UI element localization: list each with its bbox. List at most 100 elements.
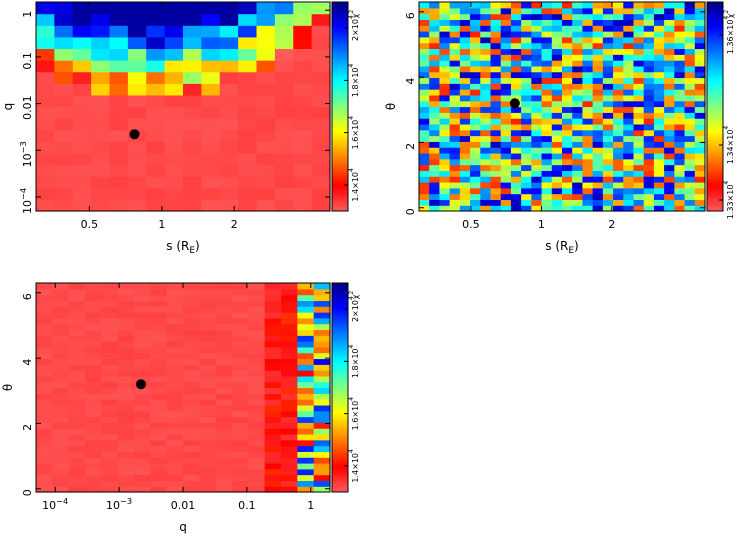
heatmap-cell [293, 118, 313, 131]
heatmap-cell [117, 387, 135, 394]
heatmap-cell [521, 170, 532, 177]
heatmap-cell [541, 205, 553, 212]
heatmap-cell [72, 48, 92, 61]
heatmap-cell [480, 71, 492, 79]
heatmap-cell [311, 199, 331, 212]
heatmap-cell [199, 335, 217, 342]
svg-text:0.5: 0.5 [81, 218, 99, 231]
heatmap-cell [541, 89, 553, 96]
heatmap-cell [293, 129, 313, 142]
heatmap-cell [633, 187, 645, 195]
heatmap-cell [101, 352, 119, 360]
heatmap-cell [562, 135, 573, 142]
heatmap-cell [664, 129, 675, 137]
heatmap-cell [183, 317, 200, 325]
heatmap-cell [248, 393, 266, 400]
heatmap-cell [429, 100, 441, 108]
heatmap-cell [459, 164, 471, 171]
heatmap-cell [281, 329, 298, 336]
heatmap-cell [531, 141, 543, 148]
heatmap-cell [215, 381, 233, 389]
heatmap-cell [238, 141, 258, 154]
heatmap-cell [183, 462, 200, 470]
heatmap-cell [582, 199, 594, 206]
heatmap-cell [52, 468, 70, 476]
heatmap-cell [101, 474, 119, 481]
heatmap-cell [582, 83, 594, 90]
heatmap-cell [664, 152, 675, 160]
heatmap-cell [232, 317, 249, 325]
heatmap-cell [602, 31, 614, 38]
heatmap-cell [684, 60, 696, 67]
heatmap-cell [684, 31, 696, 38]
heatmap-cell [470, 147, 481, 154]
heatmap-cell [633, 164, 645, 171]
heatmap-cell [500, 100, 512, 108]
heatmap-cell [68, 451, 86, 458]
heatmap-cell [510, 31, 522, 38]
heatmap-cell [264, 404, 282, 412]
heatmap-cell [633, 100, 645, 108]
heatmap-cell [551, 164, 563, 171]
heatmap-cell [694, 2, 706, 9]
heatmap-cell [490, 193, 502, 200]
heatmap-cell [183, 468, 200, 476]
colorbar-label: χ2 [723, 10, 735, 19]
heatmap-cell [297, 393, 315, 400]
heatmap-cell [248, 335, 266, 342]
heatmap-cell [311, 60, 331, 73]
heatmap-cell [419, 71, 430, 79]
heatmap-cell [521, 42, 532, 50]
heatmap-cell [480, 176, 492, 183]
heatmap-cell [54, 71, 74, 84]
heatmap-cell [36, 288, 53, 296]
heatmap-cell [101, 317, 119, 325]
heatmap-cell [256, 199, 276, 212]
heatmap-cell [150, 300, 168, 307]
heatmap-cell [572, 199, 584, 206]
heatmap-cell [429, 48, 441, 55]
heatmap-cell [293, 60, 313, 73]
heatmap-cell [633, 170, 645, 177]
heatmap-cell [91, 199, 111, 212]
heatmap-cell [602, 89, 614, 96]
heatmap-cell [490, 112, 502, 119]
heatmap-cell [531, 94, 543, 102]
heatmap-cell [500, 89, 512, 96]
heatmap-cell [313, 433, 331, 441]
heatmap-cell [459, 205, 471, 212]
heatmap-cell [297, 370, 315, 377]
heatmap-cell [582, 118, 594, 125]
svg-text:χ2: χ2 [348, 10, 360, 19]
heatmap-cell [313, 445, 331, 452]
heatmap-cell [541, 71, 553, 79]
heatmap-cell [582, 89, 594, 96]
heatmap-cell [602, 147, 614, 154]
heatmap-cell [297, 323, 315, 331]
heatmap-cell [85, 422, 102, 429]
heatmap-cell [146, 106, 166, 119]
heatmap-cell [274, 48, 294, 61]
heatmap-cell [256, 187, 276, 200]
heatmap-cell [613, 152, 624, 160]
heatmap-cell [117, 375, 135, 383]
heatmap-cell [490, 42, 502, 50]
heatmap-cell [199, 317, 217, 325]
heatmap-cell [313, 474, 331, 481]
heatmap-cell [551, 89, 563, 96]
heatmap-cell [602, 164, 614, 171]
heatmap-cell [134, 404, 151, 412]
heatmap-cell [480, 193, 492, 200]
heatmap-cell [664, 147, 675, 154]
heatmap-cell [166, 341, 184, 348]
heatmap-cell [281, 341, 298, 348]
heatmap-cell [562, 129, 573, 137]
heatmap-cell [633, 25, 645, 32]
heatmap-cell [551, 106, 563, 113]
heatmap-cell [183, 294, 200, 302]
heatmap-cell [429, 94, 441, 102]
heatmap-cell [674, 42, 686, 50]
heatmap-cell [531, 106, 543, 113]
heatmap-cell [531, 205, 543, 212]
